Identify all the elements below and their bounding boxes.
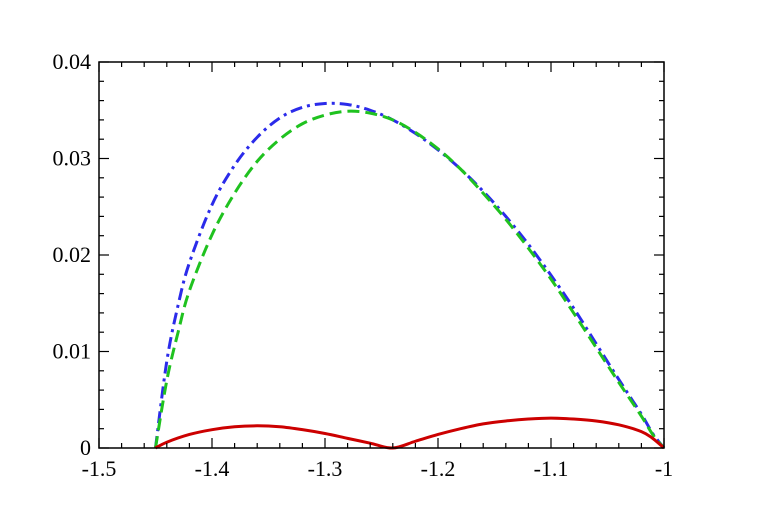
series-layer — [154, 101, 666, 450]
series-line-3 — [154, 416, 665, 450]
x-tick-label: -1.5 — [82, 456, 117, 481]
x-tick-label: -1.1 — [534, 456, 569, 481]
series-line-2 — [154, 109, 666, 449]
y-tick-label: 0.03 — [53, 146, 92, 171]
y-tick-label: 0.02 — [53, 242, 92, 267]
x-tick-label: -1.3 — [308, 456, 343, 481]
x-tick-label: -1.4 — [195, 456, 230, 481]
y-tick-label: 0.04 — [53, 49, 92, 74]
x-axis-tick-labels: -1.5 -1.4 -1.3 -1.2 -1.1 -1 — [82, 456, 674, 481]
y-tick-label: 0 — [80, 435, 91, 460]
x-tick-label: -1 — [655, 456, 673, 481]
plot-frame — [98, 61, 665, 449]
y-tick-label: 0.01 — [53, 339, 92, 364]
y-axis-tick-labels: 0 0.01 0.02 0.03 0.04 — [53, 49, 92, 460]
series-line-1 — [154, 101, 666, 449]
x-tick-label: -1.2 — [421, 456, 456, 481]
ticks-layer — [98, 61, 665, 449]
